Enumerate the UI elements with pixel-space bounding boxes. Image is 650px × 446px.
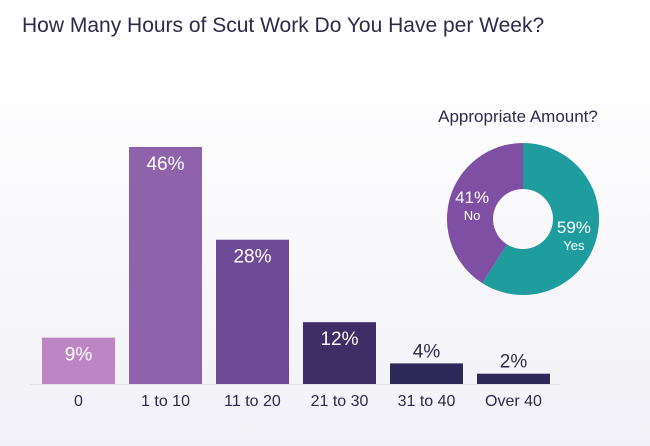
bar-value-label-2: 28% (233, 247, 271, 268)
bar-1 (129, 147, 202, 384)
donut-value-label-no: 41% (455, 188, 489, 207)
x-tick-label-2: 11 to 20 (224, 393, 281, 410)
bar-5 (477, 373, 550, 384)
bar-0 (42, 337, 115, 384)
bar-2 (216, 239, 289, 384)
donut-slice-yes (482, 143, 599, 295)
bar-3 (303, 322, 376, 384)
bar-value-label-3: 12% (320, 329, 358, 350)
x-tick-label-4: 31 to 40 (398, 393, 456, 410)
donut-slice-no (446, 143, 523, 284)
donut-title: Appropriate Amount? (438, 107, 598, 126)
donut-category-label-no: No (464, 208, 481, 223)
x-tick-label-3: 21 to 30 (311, 393, 369, 410)
bar-value-label-4: 4% (413, 341, 441, 362)
donut-category-label-yes: Yes (563, 238, 585, 253)
donut-value-label-yes: 59% (557, 218, 591, 237)
bar-value-label-5: 2% (500, 352, 528, 373)
bar-4 (390, 363, 463, 384)
x-tick-label-1: 1 to 10 (141, 393, 190, 410)
page-title: How Many Hours of Scut Work Do You Have … (22, 14, 545, 37)
x-tick-label-5: Over 40 (485, 393, 542, 410)
bar-value-label-1: 46% (146, 154, 184, 175)
x-tick-label-0: 0 (74, 393, 83, 410)
bar-value-label-0: 9% (65, 345, 93, 366)
